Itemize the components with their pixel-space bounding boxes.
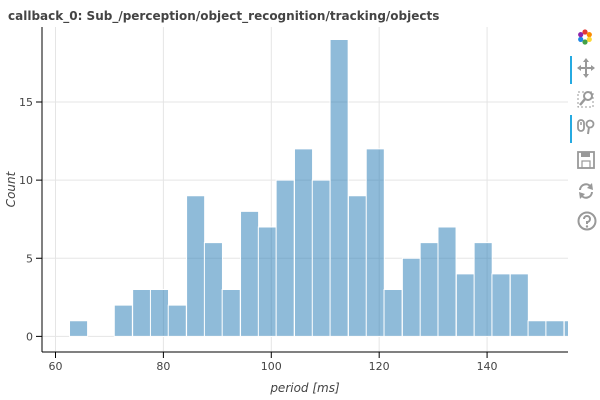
box-zoom-tool-icon	[577, 91, 594, 108]
save-tool[interactable]	[568, 147, 600, 173]
y-tick-label: 10	[19, 174, 33, 187]
histogram-bars	[69, 39, 568, 337]
wheel-zoom-tool[interactable]	[568, 114, 600, 143]
histogram-bar[interactable]	[383, 289, 403, 337]
histogram-bar[interactable]	[203, 242, 223, 337]
histogram-bar[interactable]	[69, 320, 89, 337]
histogram-bar[interactable]	[401, 257, 421, 337]
pan-tool[interactable]	[568, 55, 600, 84]
histogram-bar[interactable]	[275, 179, 295, 337]
histogram-bar[interactable]	[221, 289, 241, 337]
histogram-bar[interactable]	[329, 39, 349, 337]
histogram-bar[interactable]	[437, 226, 457, 337]
histogram-bar[interactable]	[491, 273, 511, 337]
histogram-bar[interactable]	[419, 242, 439, 337]
bokeh-logo[interactable]	[568, 26, 600, 52]
x-tick-label: 120	[369, 360, 390, 373]
histogram-bar[interactable]	[347, 195, 368, 337]
x-tick-label: 80	[156, 360, 170, 373]
box-zoom-tool[interactable]	[568, 86, 600, 112]
histogram-bar[interactable]	[509, 273, 529, 337]
wheel-zoom-tool-icon	[577, 119, 595, 135]
bokeh-logo-icon	[578, 29, 592, 45]
y-tick-label: 15	[19, 96, 33, 109]
histogram-bar[interactable]	[132, 289, 152, 337]
reset-tool-icon	[579, 183, 593, 199]
reset-tool[interactable]	[568, 178, 600, 204]
help-tool[interactable]	[568, 208, 600, 234]
x-tick-label: 100	[261, 360, 282, 373]
axes: 60 80 100 120 140 0 5 10 15	[19, 27, 568, 373]
histogram-plot[interactable]: 60 80 100 120 140 0 5 10 15 period [ms] Count	[0, 0, 568, 400]
chart-title: callback_0: Sub_/perception/object_recog…	[8, 9, 440, 23]
histogram-bar[interactable]	[473, 242, 493, 337]
y-tick-label: 0	[26, 330, 33, 343]
histogram-bar[interactable]	[293, 148, 314, 337]
histogram-bar[interactable]	[365, 148, 385, 337]
y-tick-label: 5	[26, 252, 33, 265]
y-axis-label: Count	[4, 170, 18, 207]
histogram-bar[interactable]	[311, 179, 331, 337]
histogram-bar[interactable]	[257, 226, 277, 337]
histogram-bar[interactable]	[240, 210, 260, 337]
x-axis-label: period [ms]	[269, 381, 340, 395]
histogram-bar[interactable]	[545, 320, 565, 337]
histogram-bar[interactable]	[527, 320, 547, 337]
histogram-bar[interactable]	[113, 304, 133, 337]
x-tick-label: 60	[48, 360, 62, 373]
plot-toolbar	[568, 26, 600, 236]
pan-tool-icon	[577, 58, 595, 78]
save-tool-icon	[577, 151, 595, 169]
histogram-bar[interactable]	[149, 289, 170, 337]
histogram-bar[interactable]	[455, 273, 475, 337]
x-tick-label: 140	[477, 360, 498, 373]
histogram-bar[interactable]	[186, 195, 206, 337]
histogram-bar[interactable]	[167, 304, 187, 337]
histogram-bar[interactable]	[563, 320, 568, 337]
help-tool-icon	[577, 211, 597, 231]
